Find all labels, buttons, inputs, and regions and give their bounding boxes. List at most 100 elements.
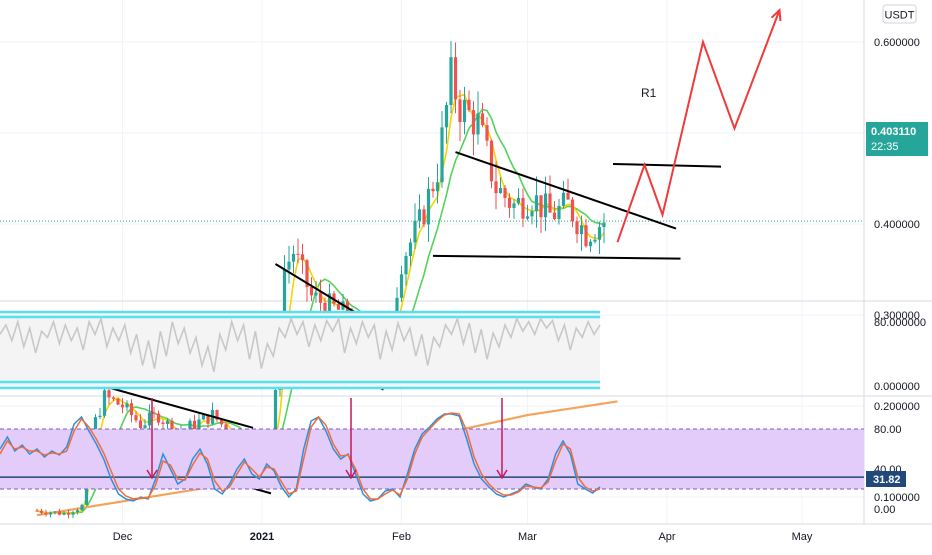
candle-body [417,209,422,221]
candle-body [570,199,575,222]
candle-body [314,292,318,296]
oscillator-line [0,315,601,372]
candle-body [296,253,300,255]
time-axis[interactable]: Dec 2021 Feb Mar Apr May [113,531,813,543]
price-tick-label: 0.300000 [874,310,920,322]
stochastic-value: 31.82 [873,474,901,486]
candle-body [494,181,498,194]
candle-body [399,274,404,298]
current-price-value: 0.403110 [871,126,916,138]
candle-body [462,99,467,123]
candle-body [323,302,327,316]
candle-body [120,404,125,408]
candle-body [219,419,224,425]
stochastic-tick-label: 0.00 [874,504,895,516]
r1-label-group: R1 [641,86,657,100]
candle-body [53,511,57,513]
stochastic-tick-label: 80.00 [874,424,902,436]
candle-body [498,188,503,194]
stochastic-d-line [0,412,601,500]
time-tick-label: Feb [392,531,411,543]
candle-body [566,192,570,200]
trendline [432,254,681,260]
candle-body [309,287,314,296]
candle-body [471,110,476,135]
candle-body [156,413,161,423]
candle-body [602,222,606,228]
candle-body [35,510,39,512]
candle-body [197,419,201,430]
price-tick-label: 0.200000 [874,401,920,413]
oscillator-pane [0,310,601,390]
candle-body [143,425,147,429]
candle-body [588,241,593,247]
candle-body [291,253,296,262]
candle-body [192,420,197,430]
candle-body [557,205,561,220]
candle-body [548,193,552,213]
candle-body [107,390,111,398]
candle-body [489,140,494,182]
candle-body [224,424,228,433]
candle-body [98,415,102,418]
candle-body [282,269,287,342]
candle-body [125,403,129,408]
candle-body [552,212,557,220]
candle-body [215,409,219,420]
stochastic-k-line [0,413,601,502]
signal-arrowhead [345,469,357,480]
candle-body [80,504,84,511]
currency-badge[interactable]: USDT [882,4,917,24]
price-tick-label: 0.600000 [874,37,920,49]
candle-body [561,192,566,206]
candle-body [116,398,120,405]
candle-body [66,512,71,515]
candle-body [287,261,291,270]
candle-body [408,242,413,256]
candle-body [413,220,417,243]
time-tick-label: Apr [658,531,675,543]
candle-body [305,260,309,288]
candle-body [431,188,435,192]
candle-body [111,397,116,399]
candle-body [39,510,44,513]
candle-body [543,193,548,218]
candle-body [449,57,453,106]
candle-body [102,390,107,416]
candle-body [525,216,530,219]
candle-body [75,510,80,513]
candle-body [44,512,48,515]
time-tick-label: Mar [518,531,537,543]
candle-body [593,239,597,242]
candle-body [345,301,350,318]
candle-body [138,420,143,429]
oscillator-tick-label: 0.000000 [874,381,920,393]
candle-body [300,254,305,261]
candle-body [152,412,156,414]
candle-body [201,414,206,420]
time-tick-label: Dec [113,531,133,543]
stochastic-value-tag: 31.82 [866,471,906,487]
candle-body [129,403,134,416]
candle-body [575,221,579,235]
candle-body [93,417,98,433]
candle-body [426,188,431,225]
candle-body [534,195,539,212]
candle-body [440,127,444,183]
signal-arrowhead [146,469,158,480]
projection-arrowhead [770,8,782,22]
time-tick-label: 2021 [250,531,274,543]
candle-body [161,422,165,424]
candle-body [273,389,278,462]
signal-arrowhead [496,469,508,480]
candle-body [71,512,75,515]
candle-body [485,125,489,141]
candle-body [206,414,210,424]
candle-body [584,225,588,247]
candle-body [147,412,152,426]
candle-body [476,113,480,135]
candle-body [336,303,341,310]
oscillator-tick-label: 80.000000 [874,317,926,329]
candle-body [539,195,543,218]
